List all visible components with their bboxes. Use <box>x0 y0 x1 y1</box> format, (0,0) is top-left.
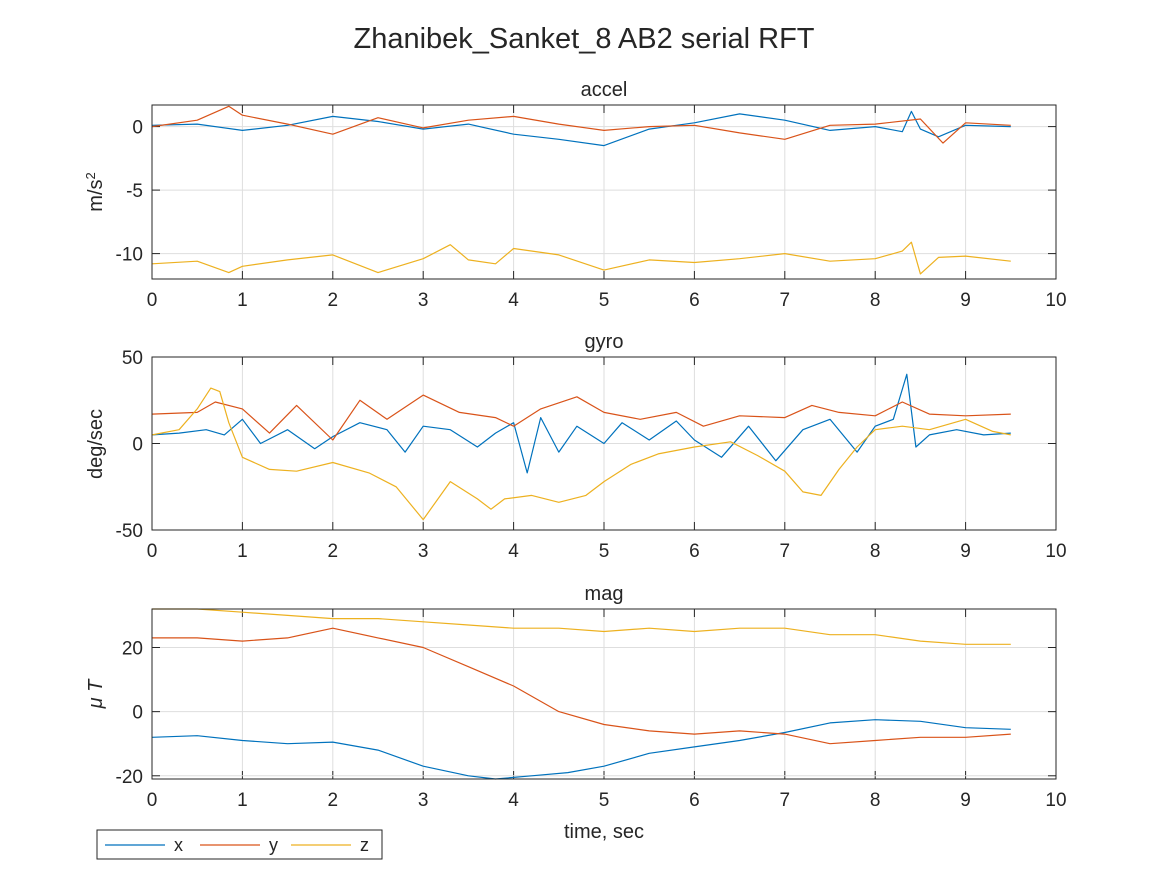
accel-ylabel: m/s2 <box>83 172 108 211</box>
gyro-x-tick-label: 3 <box>418 541 429 562</box>
accel-x-tick-label: 10 <box>1045 290 1066 311</box>
mag-x-tick-label: 4 <box>508 790 519 811</box>
mag-y-tick-label: 20 <box>122 638 143 659</box>
accel-x-tick-label: 4 <box>508 290 519 311</box>
gyro-x-tick-label: 7 <box>780 541 791 562</box>
accel-axes: accel m/s2 0 1 2 3 4 5 6 7 8 9 10 0 -5 -10 <box>83 79 1067 311</box>
accel-x-tick-label: 3 <box>418 290 429 311</box>
gyro-x-tick-label: 10 <box>1045 541 1066 562</box>
mag-y-tick-label: -20 <box>116 767 143 788</box>
mag-x-tick-label: 0 <box>147 790 158 811</box>
legend-label-y: y <box>269 835 278 855</box>
accel-x-tick-label: 5 <box>599 290 610 311</box>
accel-title: accel <box>581 79 628 101</box>
gyro-series-z <box>151 387 1011 521</box>
mag-x-tick-label: 8 <box>870 790 881 811</box>
accel-x-tick-label: 0 <box>147 290 158 311</box>
gyro-axes-frame <box>151 356 1057 531</box>
mag-x-tick-label: 3 <box>418 790 429 811</box>
accel-series-x <box>151 110 1011 147</box>
gyro-x-tick-label: 9 <box>960 541 971 562</box>
gyro-ylabel: deg/sec <box>85 409 107 479</box>
accel-x-tick-label: 6 <box>689 290 700 311</box>
gyro-x-tick-label: 5 <box>599 541 610 562</box>
gyro-x-tick-label: 0 <box>147 541 158 562</box>
mag-x-tick-label: 6 <box>689 790 700 811</box>
gyro-x-tick-label: 1 <box>237 541 248 562</box>
mag-axes-frame <box>151 608 1057 780</box>
x-axis-label: time, sec <box>564 821 644 843</box>
accel-series-z <box>151 241 1011 275</box>
accel-x-tick-label: 9 <box>960 290 971 311</box>
figure-title: Zhanibek_Sanket_8 AB2 serial RFT <box>353 23 814 55</box>
mag-series-x <box>151 719 1011 780</box>
mag-x-tick-label: 10 <box>1045 790 1066 811</box>
mag-ylabel: μ T <box>85 678 107 710</box>
gyro-x-tick-label: 2 <box>328 541 339 562</box>
accel-x-tick-label: 1 <box>237 290 248 311</box>
mag-x-tick-label: 2 <box>328 790 339 811</box>
legend-label-x: x <box>174 835 183 855</box>
gyro-x-tick-label: 4 <box>508 541 519 562</box>
mag-x-tick-label: 1 <box>237 790 248 811</box>
mag-x-tick-label: 9 <box>960 790 971 811</box>
mag-series-z <box>152 608 1011 645</box>
gyro-x-tick-label: 8 <box>870 541 881 562</box>
gyro-y-tick-label: 50 <box>122 348 143 369</box>
gyro-y-tick-label: 0 <box>132 435 143 456</box>
accel-y-tick-label: -10 <box>116 245 143 266</box>
mag-series-y <box>152 627 1011 745</box>
gyro-title: gyro <box>585 331 624 353</box>
mag-x-tick-label: 7 <box>780 790 791 811</box>
legend-label-z: z <box>360 835 369 855</box>
accel-series-y <box>151 105 1011 144</box>
accel-axes-frame <box>151 104 1057 280</box>
mag-x-tick-label: 5 <box>599 790 610 811</box>
accel-y-tick-label: -5 <box>126 181 143 202</box>
accel-x-tick-label: 2 <box>328 290 339 311</box>
gyro-y-tick-label: -50 <box>116 521 143 542</box>
gyro-series-x <box>151 373 1011 474</box>
accel-x-tick-label: 7 <box>780 290 791 311</box>
accel-x-tick-label: 8 <box>870 290 881 311</box>
gyro-series-y <box>151 394 1011 441</box>
mag-y-tick-label: 0 <box>132 703 143 724</box>
gyro-x-tick-label: 6 <box>689 541 700 562</box>
mag-title: mag <box>585 583 624 605</box>
accel-y-tick-label: 0 <box>132 118 143 139</box>
legend: x y z <box>96 829 383 860</box>
